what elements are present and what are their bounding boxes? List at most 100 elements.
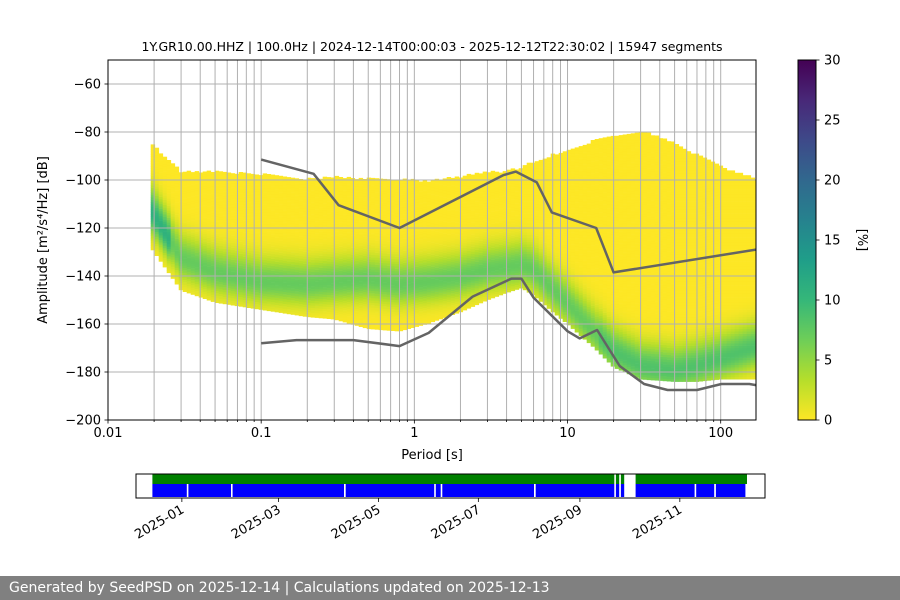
- psd-density-cell: [450, 297, 456, 301]
- psd-density-cell: [390, 270, 396, 274]
- psd-density-cell: [366, 201, 372, 205]
- psd-density-cell: [254, 174, 260, 178]
- psd-density-cell: [474, 254, 480, 258]
- psd-density-cell: [394, 316, 400, 320]
- psd-density-cell: [342, 259, 348, 263]
- psd-density-cell: [486, 215, 492, 219]
- psd-density-cell: [390, 280, 396, 283]
- psd-density-cell: [346, 241, 352, 245]
- psd-density-cell: [478, 279, 484, 282]
- psd-density-cell: [242, 235, 248, 238]
- psd-density-cell: [406, 297, 412, 301]
- psd-density-cell: [286, 285, 292, 288]
- psd-density-cell: [414, 201, 420, 205]
- psd-density-cell: [358, 180, 364, 183]
- psd-density-cell: [378, 197, 384, 201]
- psd-density-cell: [318, 308, 324, 312]
- psd-density-cell: [354, 234, 360, 237]
- psd-density-cell: [346, 220, 352, 223]
- psd-density-cell: [390, 208, 396, 211]
- psd-density-cell: [286, 301, 292, 305]
- psd-density-cell: [310, 202, 316, 205]
- psd-density-cell: [286, 265, 292, 269]
- psd-density-cell: [246, 266, 252, 270]
- psd-density-cell: [342, 302, 348, 306]
- psd-density-cell: [374, 300, 380, 304]
- psd-density-cell: [342, 230, 348, 234]
- psd-density-cell: [366, 235, 372, 238]
- psd-density-cell: [394, 290, 400, 293]
- psd-density-cell: [342, 269, 348, 272]
- psd-density-cell: [342, 288, 348, 292]
- psd-density-cell: [470, 297, 476, 300]
- psd-density-cell: [346, 272, 352, 276]
- psd-density-cell: [278, 300, 284, 304]
- psd-density-cell: [174, 183, 180, 187]
- psd-density-cell: [310, 199, 316, 203]
- psd-density-cell: [442, 298, 448, 302]
- psd-density-cell: [278, 255, 284, 258]
- psd-density-cell: [246, 247, 252, 251]
- psd-density-cell: [286, 273, 292, 276]
- psd-density-cell: [206, 175, 212, 179]
- psd-density-cell: [294, 192, 300, 196]
- psd-density-cell: [398, 222, 404, 226]
- psd-density-cell: [342, 214, 348, 217]
- psd-density-cell: [262, 219, 268, 222]
- psd-density-cell: [402, 207, 408, 211]
- psd-density-cell: [194, 183, 200, 186]
- psd-density-cell: [290, 295, 296, 298]
- psd-density-cell: [214, 269, 220, 272]
- psd-density-cell: [174, 277, 180, 280]
- psd-density-cell: [282, 198, 288, 201]
- psd-density-cell: [398, 215, 404, 219]
- psd-density-cell: [218, 231, 224, 234]
- psd-density-cell: [366, 268, 372, 272]
- psd-density-cell: [194, 231, 200, 234]
- psd-density-cell: [318, 258, 324, 261]
- psd-density-cell: [210, 196, 216, 199]
- psd-density-cell: [410, 308, 416, 312]
- psd-density-cell: [278, 219, 284, 222]
- psd-density-cell: [442, 207, 448, 210]
- psd-density-cell: [394, 261, 400, 265]
- psd-density-cell: [362, 311, 368, 314]
- psd-density-cell: [338, 301, 344, 305]
- psd-density-cell: [242, 268, 248, 272]
- psd-density-cell: [150, 197, 156, 200]
- psd-density-cell: [450, 185, 456, 188]
- psd-density-cell: [290, 201, 296, 205]
- psd-density-cell: [398, 278, 404, 281]
- psd-density-cell: [390, 191, 396, 195]
- psd-density-cell: [410, 250, 416, 254]
- psd-density-cell: [174, 176, 180, 179]
- psd-density-cell: [330, 268, 336, 272]
- psd-density-cell: [242, 295, 248, 298]
- psd-density-cell: [486, 193, 492, 197]
- psd-density-cell: [482, 186, 488, 189]
- psd-density-cell: [274, 204, 280, 207]
- psd-density-cell: [446, 193, 452, 197]
- psd-density-cell: [162, 195, 168, 198]
- psd-density-cell: [422, 283, 428, 287]
- psd-density-cell: [402, 229, 408, 232]
- psd-density-cell: [402, 248, 408, 251]
- psd-density-cell: [150, 204, 156, 208]
- psd-density-cell: [502, 252, 508, 256]
- psd-density-cell: [466, 293, 472, 297]
- psd-density-cell: [190, 174, 196, 178]
- psd-density-cell: [498, 285, 504, 289]
- psd-density-cell: [214, 177, 220, 181]
- psd-density-cell: [310, 293, 316, 296]
- psd-density-cell: [262, 307, 268, 311]
- psd-density-cell: [370, 305, 376, 308]
- psd-density-cell: [402, 195, 408, 199]
- psd-density-cell: [226, 230, 232, 233]
- psd-density-cell: [370, 247, 376, 251]
- psd-density-cell: [166, 253, 172, 257]
- psd-density-cell: [486, 179, 492, 183]
- psd-density-cell: [482, 298, 488, 302]
- psd-density-cell: [226, 208, 232, 212]
- psd-density-cell: [338, 249, 344, 252]
- psd-density-cell: [382, 190, 388, 194]
